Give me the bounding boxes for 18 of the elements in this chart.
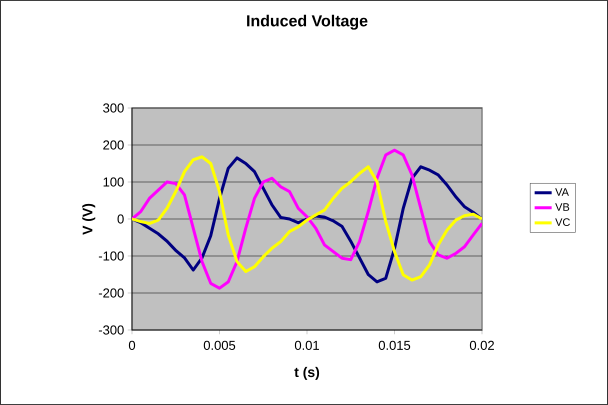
y-tick-label: -200 (98, 288, 124, 298)
x-tick-label: 0.01 (294, 340, 319, 350)
y-tick-label: 200 (103, 140, 124, 150)
y-axis-title: V (V) (82, 204, 96, 235)
y-tick-label: 0 (118, 214, 124, 224)
x-tick-label: 0.015 (378, 340, 410, 350)
y-tick-label: 100 (104, 177, 124, 187)
y-tick-label: -300 (98, 325, 124, 335)
x-tick-label: 0.005 (204, 340, 236, 350)
legend-label: VB (555, 203, 570, 211)
x-tick-label: 0 (128, 340, 136, 350)
legend-label: VA (555, 188, 569, 196)
chart-title: Induced Voltage (247, 14, 368, 30)
legend-label: VC (555, 218, 570, 226)
x-tick-label: 0.02 (470, 340, 494, 350)
y-tick-label: 300 (103, 103, 124, 113)
x-axis-title: t (s) (294, 366, 320, 380)
y-tick-label: -100 (98, 251, 124, 261)
